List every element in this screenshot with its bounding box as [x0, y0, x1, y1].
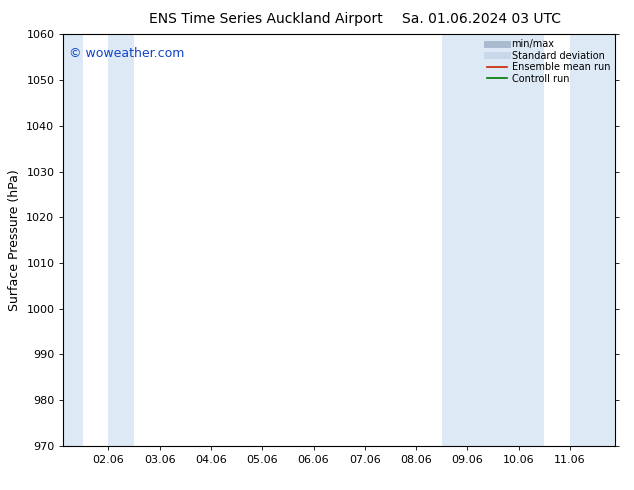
- Bar: [63, 34, 82, 446]
- Bar: [442, 34, 493, 446]
- Bar: [570, 34, 615, 446]
- Y-axis label: Surface Pressure (hPa): Surface Pressure (hPa): [8, 169, 21, 311]
- Text: Sa. 01.06.2024 03 UTC: Sa. 01.06.2024 03 UTC: [403, 12, 561, 26]
- Text: ENS Time Series Auckland Airport: ENS Time Series Auckland Airport: [150, 12, 383, 26]
- Bar: [108, 34, 134, 446]
- Text: © woweather.com: © woweather.com: [69, 47, 184, 60]
- Bar: [493, 34, 545, 446]
- Legend: min/max, Standard deviation, Ensemble mean run, Controll run: min/max, Standard deviation, Ensemble me…: [486, 37, 612, 85]
